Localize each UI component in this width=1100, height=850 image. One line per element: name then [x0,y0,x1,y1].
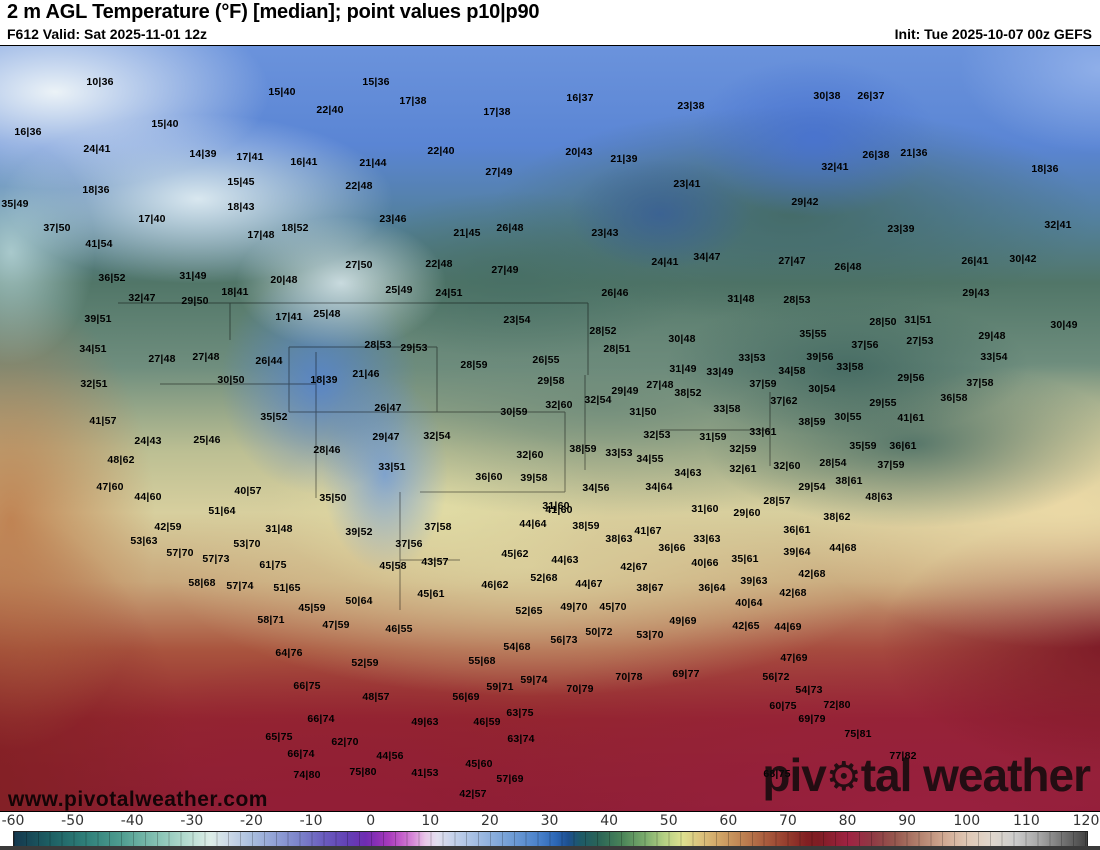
colorbar-tick-label: 120 [1072,813,1100,829]
colorbar-tick-row: -60 -50 -40 -30 -20 -10 0 10 20 30 40 50 60 70 80 90 100… [2,813,1100,829]
watermark: www.pivotalweather.com [8,788,268,811]
colorbar-tick-label: 90 [898,813,917,829]
colorbar-tick-label: 70 [779,813,797,829]
colorbar-tick-label: 100 [953,813,981,829]
colorbar-tick-label: 80 [838,813,857,829]
colorbar-tick-label: 0 [366,813,376,829]
pivotal-weather-logo: piv⚙tal weather [762,748,1091,802]
colorbar-tick-label: 60 [719,813,738,829]
logo-text-right: tal weather [860,749,1091,801]
colorbar-tick-label: 10 [421,813,440,829]
colorbar-tick-label: 50 [659,813,678,829]
temperature-colorbar: -60 -50 -40 -30 -20 -10 0 10 20 30 40 50 60 70 80 90 100… [0,812,1100,850]
map-viewport[interactable] [0,45,1100,812]
header: 2 m AGL Temperature (°F) [median]; point… [0,0,1100,45]
colorbar-tick-label: -60 [1,813,25,829]
page-title: 2 m AGL Temperature (°F) [median]; point… [7,1,540,23]
colorbar-segments [14,832,1087,846]
colorbar-tick-label: -20 [240,813,263,829]
colorbar-tick-label: -30 [180,813,204,829]
init-time-label: Init: Tue 2025-10-07 00z GEFS [894,26,1092,42]
colorbar-tick-label: -50 [61,813,85,829]
colorbar-tick-label: 20 [480,813,499,829]
bottom-edge-strip [0,846,1100,850]
logo-text-left: piv [762,749,826,801]
colorbar-gradient [13,831,1088,847]
colorbar-tick-label: 110 [1013,813,1040,829]
colorbar-tick-label: 40 [600,813,619,829]
colorbar-tick-label: -40 [120,813,144,829]
colorbar-tick-label: 30 [540,813,559,829]
gear-icon: ⚙ [825,755,862,799]
valid-time-label: F612 Valid: Sat 2025-11-01 12z [7,26,208,42]
colorbar-tick-label: -10 [299,813,323,829]
